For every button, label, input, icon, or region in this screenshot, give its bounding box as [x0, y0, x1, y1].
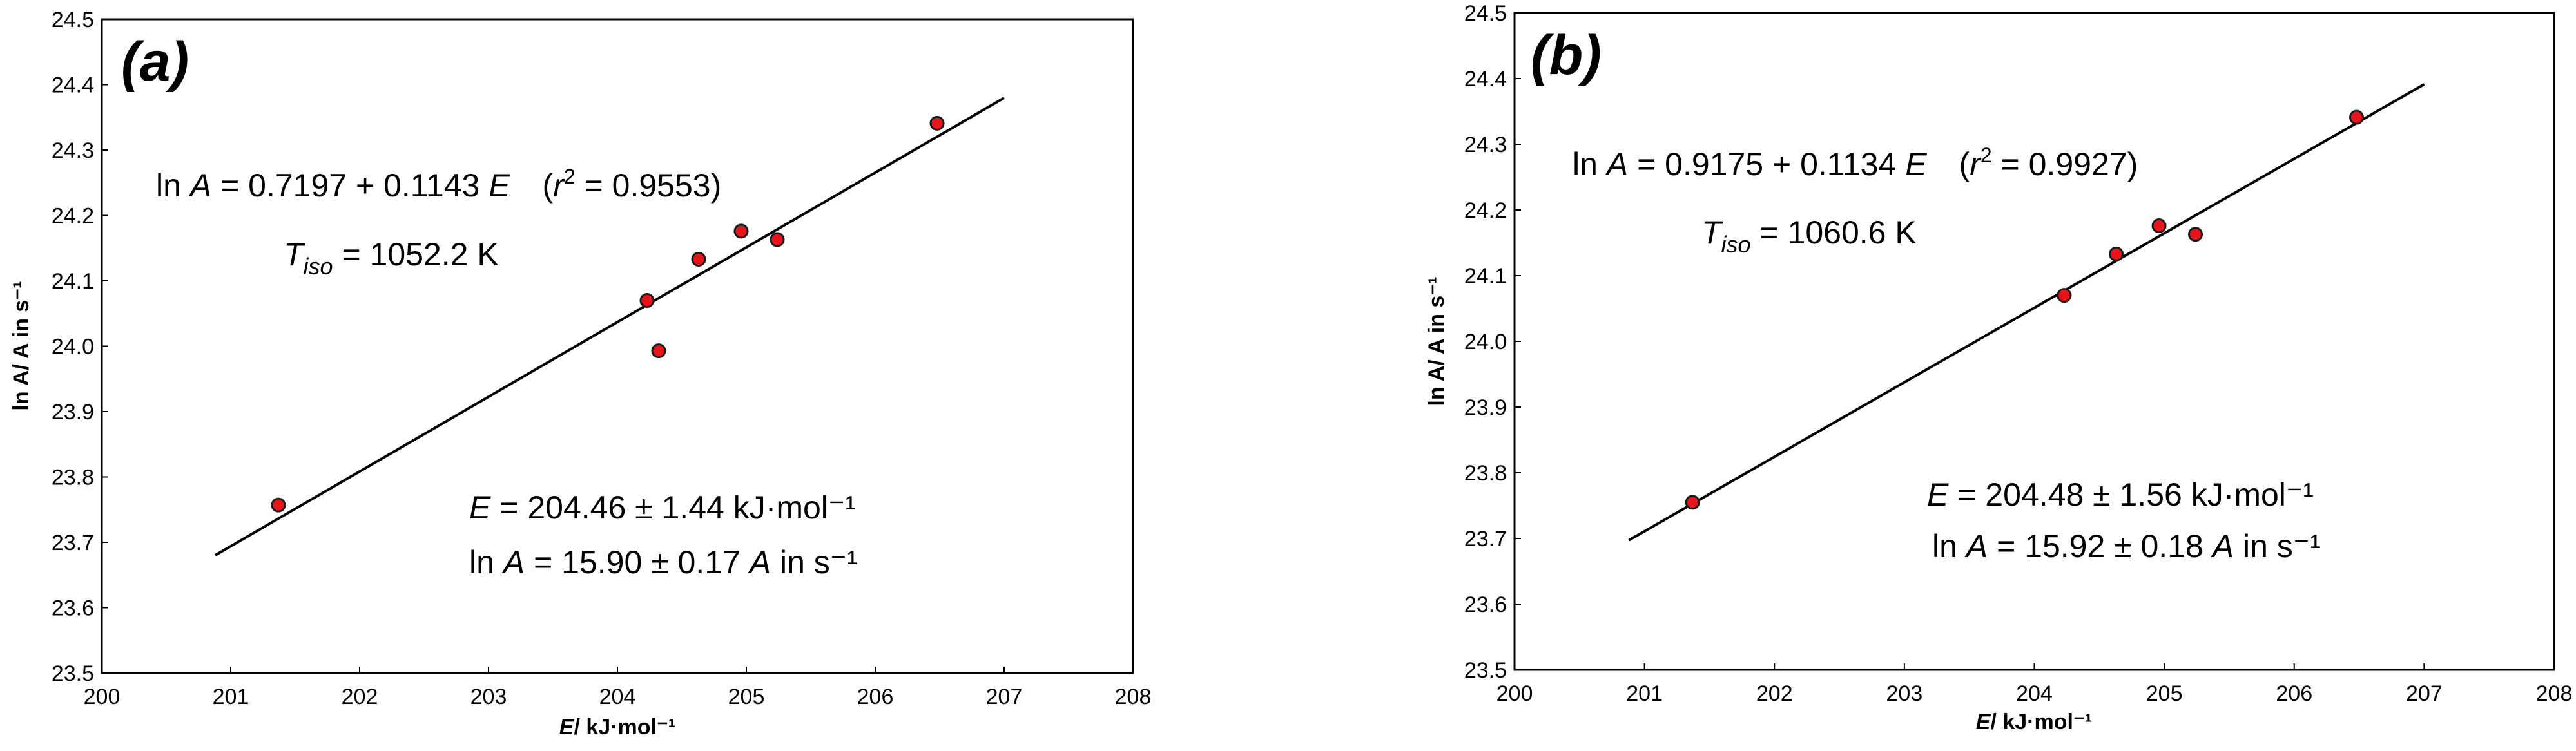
y-axis-label-a: ln A/ A in s⁻¹: [9, 281, 34, 410]
x-tick-label: 200: [84, 685, 121, 709]
fit-line-a: [214, 97, 1005, 556]
data-point-a: [770, 232, 785, 247]
y-tick-label: 23.6: [1464, 593, 1507, 617]
data-points-a: [271, 115, 945, 513]
x-tick-label: 207: [986, 685, 1023, 709]
x-tick-label: 201: [1626, 681, 1663, 706]
x-tick-label: 206: [857, 685, 894, 709]
data-point-a: [271, 497, 286, 513]
y-ticks-b: 23.5 23.6 23.7 23.8 23.9 24.0 24.1 24.2 24.3 24.4…: [1464, 1, 1521, 683]
data-point-b: [2151, 218, 2167, 233]
data-point-a: [929, 115, 945, 131]
panel-label-b: (b): [1531, 24, 1602, 86]
tiso-label-b: Tiso = 1060.6 K: [1701, 214, 1917, 258]
x-tick-label: 206: [2276, 681, 2312, 706]
y-tick-label: 23.7: [52, 531, 94, 555]
fit-equation-b: ln A = 0.9175 + 0.1134 E (r2 = 0.9927): [1573, 144, 2138, 182]
x-tick-label: 204: [599, 685, 636, 709]
data-point-b: [2057, 288, 2072, 303]
y-tick-label: 24.0: [52, 335, 94, 359]
tiso-label-a: Tiso = 1052.2 K: [284, 236, 499, 280]
y-tick-label: 24.3: [1464, 133, 1507, 157]
x-tick-label: 203: [470, 685, 507, 709]
x-tick-label: 208: [2536, 681, 2573, 706]
data-point-b: [2188, 227, 2203, 242]
pre-exponential-a: ln A = 15.90 ± 0.17 A in s⁻¹: [469, 544, 858, 580]
panel-b: 23.5 23.6 23.7 23.8 23.9 24.0 24.1 24.2 24.3 24.4…: [1424, 1, 2572, 734]
activation-energy-b: E = 204.48 ± 1.56 kJ·mol⁻¹: [1927, 477, 2314, 513]
fit-equation-a: ln A = 0.7197 + 0.1143 E (r2 = 0.9553): [156, 165, 721, 204]
x-tick-label: 202: [1756, 681, 1793, 706]
x-tick-label: 202: [342, 685, 378, 709]
y-tick-label: 23.6: [52, 596, 94, 621]
data-points-b: [1685, 109, 2365, 510]
panel-label-a: (a): [121, 31, 189, 93]
data-point-a: [639, 292, 655, 308]
data-point-b: [1685, 495, 1700, 510]
x-tick-label: 205: [2146, 681, 2183, 706]
y-tick-label: 24.3: [52, 138, 94, 163]
x-tick-label: 208: [1115, 685, 1152, 709]
y-tick-label: 24.5: [52, 8, 94, 32]
x-tick-label: 207: [2406, 681, 2443, 706]
y-tick-label: 24.4: [52, 73, 94, 98]
panel-a: 23.5 23.6 23.7 23.8 23.9 24.0 24.1 24.2 24.3 24.4…: [9, 8, 1151, 739]
x-tick-label: 203: [1886, 681, 1923, 706]
x-tick-label: 204: [2016, 681, 2053, 706]
y-tick-label: 23.9: [52, 400, 94, 424]
y-tick-label: 24.2: [1464, 198, 1507, 223]
x-axis-label-a: E/ kJ·mol⁻¹: [559, 715, 675, 739]
y-tick-label: 23.7: [1464, 527, 1507, 551]
y-tick-label: 23.8: [52, 466, 94, 490]
x-tick-label: 201: [213, 685, 249, 709]
y-tick-label: 23.5: [1464, 658, 1507, 683]
plot-frame-b: [1513, 12, 2555, 671]
data-point-b: [2109, 246, 2124, 261]
y-tick-label: 23.5: [52, 661, 94, 686]
x-ticks-b: 200 201 202 203 204 205 206 207 208: [1496, 663, 2573, 706]
y-tick-label: 24.5: [1464, 1, 1507, 26]
y-tick-label: 23.8: [1464, 461, 1507, 486]
fit-line-b: [1628, 83, 2425, 542]
data-point-a: [651, 343, 666, 359]
y-tick-label: 24.1: [1464, 264, 1507, 289]
pre-exponential-b: ln A = 15.92 ± 0.18 A in s⁻¹: [1932, 528, 2321, 564]
y-tick-label: 24.2: [52, 204, 94, 229]
data-point-b: [2349, 109, 2365, 125]
y-tick-label: 24.1: [52, 269, 94, 294]
x-ticks-a: 200 201 202 203 204 205 206 207 208: [84, 667, 1152, 709]
x-tick-label: 205: [728, 685, 765, 709]
y-tick-label: 24.0: [1464, 330, 1507, 354]
x-tick-label: 200: [1496, 681, 1533, 706]
y-tick-label: 24.4: [1464, 67, 1507, 91]
data-point-a: [691, 252, 706, 267]
y-ticks-a: 23.5 23.6 23.7 23.8 23.9 24.0 24.1 24.2 24.3 24.4…: [52, 8, 108, 686]
data-point-a: [733, 223, 749, 239]
y-axis-label-b: ln A/ A in s⁻¹: [1424, 276, 1449, 406]
activation-energy-a: E = 204.46 ± 1.44 kJ·mol⁻¹: [469, 490, 856, 526]
x-axis-label-b: E/ kJ·mol⁻¹: [1976, 710, 2092, 734]
y-tick-label: 23.9: [1464, 395, 1507, 420]
